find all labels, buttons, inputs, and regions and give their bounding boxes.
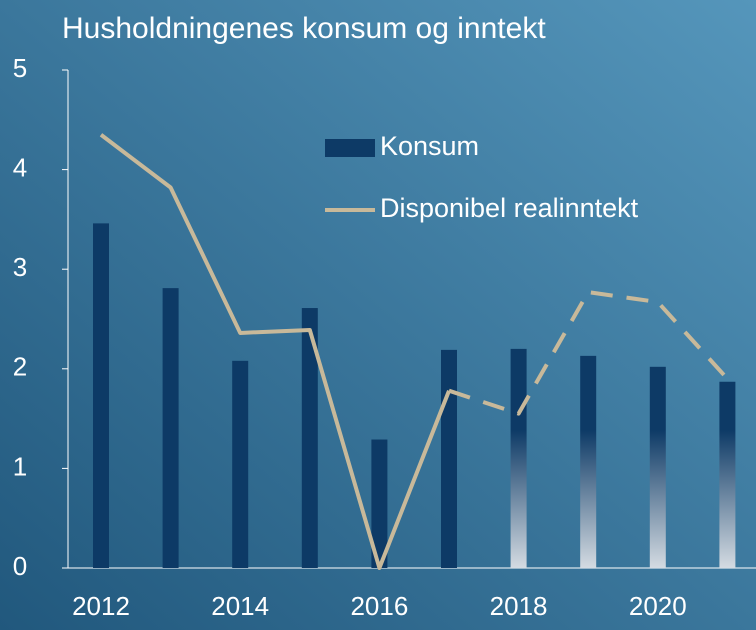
bar [162,288,179,568]
legend-label: Konsum [380,131,479,161]
y-tick-label: 0 [13,551,27,581]
x-tick-label: 2018 [490,591,548,621]
x-tick-label: 2012 [72,591,130,621]
y-tick-label: 1 [13,451,27,481]
x-tick-label: 2020 [629,591,687,621]
bar [580,355,597,568]
x-tick-label: 2014 [211,591,269,621]
bar [649,366,666,568]
y-tick-label: 5 [13,53,27,83]
bar [719,381,736,568]
y-tick-label: 4 [13,152,27,182]
bar [510,348,527,568]
line [448,290,729,416]
legend-swatch [325,139,375,157]
bar [301,308,318,568]
bar [441,349,457,568]
y-tick-label: 3 [13,252,27,282]
legend-label: Disponibel realinntekt [380,193,639,223]
line [99,133,451,570]
x-tick-label: 2016 [350,591,408,621]
bar [371,439,388,568]
y-tick-label: 2 [13,352,27,382]
bar [93,223,109,568]
chart-title: Husholdningenes konsum og inntekt [62,12,546,45]
bar [232,360,249,568]
